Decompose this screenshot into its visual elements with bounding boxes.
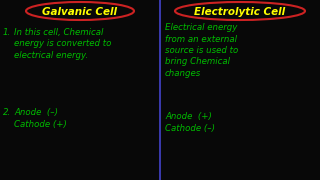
Text: changes: changes <box>165 69 201 78</box>
Text: Cathode (+): Cathode (+) <box>14 120 67 129</box>
Text: In this cell, Chemical: In this cell, Chemical <box>14 28 103 37</box>
Text: 1.: 1. <box>3 28 11 37</box>
Text: 2.: 2. <box>3 108 11 117</box>
Text: Cathode (–): Cathode (–) <box>165 125 215 134</box>
Text: from an external: from an external <box>165 35 237 44</box>
Text: energy is converted to: energy is converted to <box>14 39 111 48</box>
Text: Electrolytic Cell: Electrolytic Cell <box>195 7 285 17</box>
Text: Anode  (+): Anode (+) <box>165 112 212 121</box>
Text: Galvanic Cell: Galvanic Cell <box>43 7 117 17</box>
Text: Anode  (–): Anode (–) <box>14 108 58 117</box>
Text: bring Chemical: bring Chemical <box>165 57 230 66</box>
Text: electrical energy.: electrical energy. <box>14 51 88 60</box>
Text: Electrical energy: Electrical energy <box>165 23 237 32</box>
Text: source is used to: source is used to <box>165 46 238 55</box>
